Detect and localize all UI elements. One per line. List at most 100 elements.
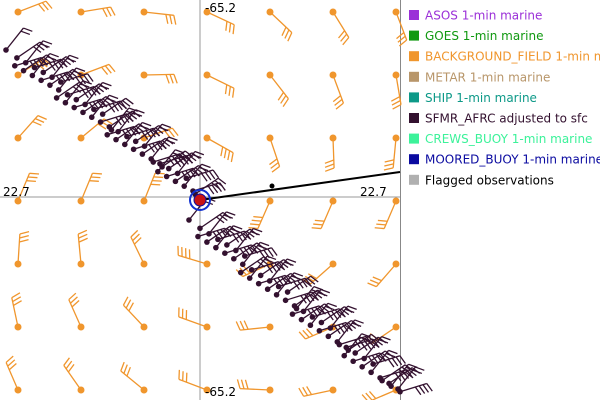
legend: ASOS 1-min marine GOES 1-min marine BACKGR… (409, 9, 600, 187)
barb-dot (203, 386, 211, 394)
barb-staff (5, 362, 19, 391)
barb-feather (23, 27, 33, 32)
barb-dot (77, 197, 85, 205)
barb-feather (151, 129, 161, 137)
barb-feather (301, 279, 308, 288)
barb-feather (132, 233, 140, 242)
barb-feather (87, 73, 94, 82)
barb-dot (195, 233, 201, 240)
barb-staff (75, 83, 100, 101)
barb-feather (399, 355, 406, 364)
barb-feather (324, 167, 335, 172)
barb-feather (76, 83, 85, 91)
barb-feather (63, 357, 70, 366)
barb-feather (371, 354, 379, 364)
barb-dot (64, 92, 71, 98)
barb-staff (17, 234, 21, 265)
barb-dot (88, 114, 95, 121)
barb-staff (395, 74, 402, 105)
barb-feather (39, 60, 48, 68)
legend-swatch (409, 51, 419, 62)
barb-dot (241, 253, 248, 259)
barb-dot (203, 8, 211, 16)
barb-dot (341, 352, 348, 359)
barb-staff (143, 73, 175, 76)
barb-feather (307, 273, 317, 280)
barb-feather (40, 43, 50, 48)
barb-staff (91, 94, 110, 118)
barb-dot (155, 168, 161, 175)
barb-feather (165, 14, 169, 24)
barb-feather (277, 92, 285, 101)
barb-staff (260, 259, 285, 276)
barb-dot (350, 358, 356, 365)
barb-dot (77, 260, 85, 268)
axis-label-left: 22.7 (3, 185, 30, 199)
track-line (199, 171, 401, 201)
barb-feather (284, 29, 290, 39)
barb-staff (327, 319, 352, 337)
barb-feather (243, 246, 251, 256)
barb-staff (17, 115, 39, 139)
barb-staff (343, 333, 363, 357)
barb-dot (113, 136, 119, 143)
barb-dot (257, 272, 264, 279)
barb-feather (243, 265, 251, 274)
barb-feather (335, 102, 344, 110)
barb-feather (216, 230, 224, 239)
legend-label: CREWS_BUOY 1-min marine (425, 132, 592, 146)
barb-feather (101, 66, 109, 76)
barb-staff (267, 272, 292, 290)
barb-feather (135, 125, 144, 133)
barb-feather (168, 136, 178, 141)
barb-dot (392, 8, 400, 16)
barb-feather (155, 127, 164, 135)
barb-staff (372, 355, 401, 365)
barb-dot (115, 128, 121, 135)
legend-swatch (409, 92, 419, 103)
barb-feather (370, 333, 380, 341)
barb-feather (19, 238, 29, 243)
barb-feather (235, 321, 241, 331)
barb-staff (233, 242, 258, 260)
barb-feather (422, 384, 430, 393)
barb-staff (153, 153, 181, 163)
barb-feather (219, 182, 226, 191)
barb-staff (77, 234, 82, 265)
barb-dot (140, 71, 148, 79)
barb-feather (110, 6, 116, 16)
barb-feather (152, 179, 162, 182)
barb-dot (329, 386, 337, 394)
barb-dot (377, 375, 383, 381)
barb-staff (302, 289, 322, 312)
barb-staff (287, 275, 312, 293)
legend-label: MOORED_BUOY 1-min marine (425, 153, 600, 167)
barb-feather (306, 277, 316, 285)
barb-feather (161, 140, 171, 147)
barb-dot (213, 244, 219, 251)
barb-feather (415, 366, 425, 371)
barb-feather (102, 98, 111, 106)
barb-feather (367, 282, 377, 288)
barb-feather (159, 126, 169, 132)
barb-dot (104, 131, 111, 138)
barb-feather (158, 142, 167, 150)
barb-dot (327, 325, 334, 331)
barb-feather (125, 97, 134, 105)
barb-feather (122, 100, 131, 107)
barb-staff (301, 303, 325, 321)
barb-feather (271, 165, 280, 173)
barb-staff (395, 11, 408, 41)
barb-feather (250, 231, 260, 236)
barb-dot (275, 283, 282, 290)
barb-feather (302, 329, 310, 338)
barb-feather (332, 95, 342, 103)
barb-feather (426, 383, 433, 392)
barb-feather (125, 299, 132, 309)
barb-feather (248, 226, 258, 230)
barb-staff (269, 137, 281, 167)
barb-dot (130, 146, 137, 153)
barb-staff (321, 306, 345, 324)
barb-feather (208, 170, 216, 180)
barb-feather (71, 300, 80, 308)
